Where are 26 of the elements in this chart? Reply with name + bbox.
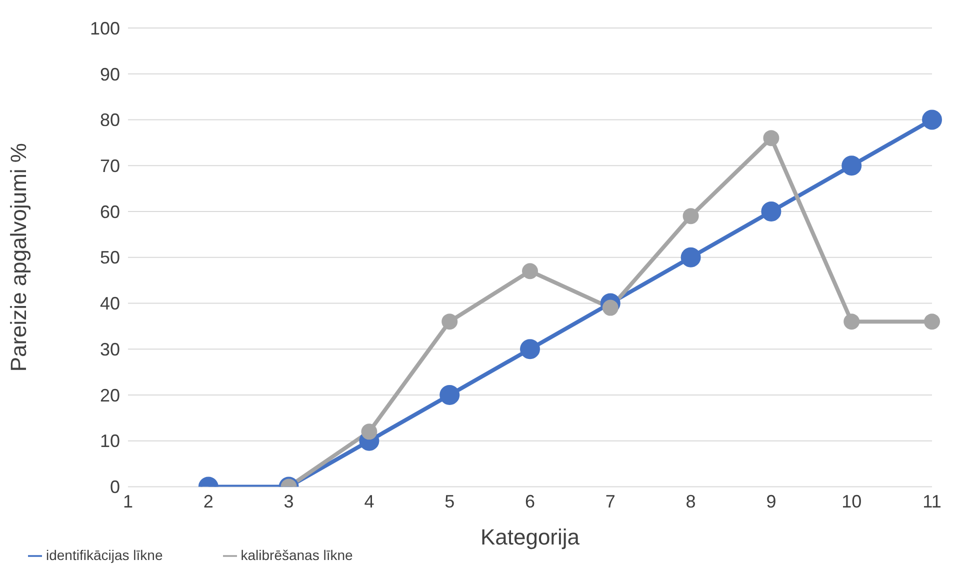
x-tick-label: 9 bbox=[766, 491, 776, 512]
y-tick-label: 80 bbox=[100, 110, 120, 130]
x-tick-label: 1 bbox=[122, 491, 134, 512]
y-tick-label: 70 bbox=[100, 156, 120, 176]
x-tick-label: 11 bbox=[922, 491, 942, 512]
y-tick-label: 0 bbox=[110, 477, 120, 498]
x-tick-label: 2 bbox=[203, 491, 214, 512]
y-tick-label: 30 bbox=[100, 339, 120, 360]
x-tick-label: 4 bbox=[364, 491, 374, 512]
y-tick-label: 50 bbox=[100, 248, 120, 268]
y-tick-label: 20 bbox=[100, 385, 120, 406]
x-tick-label: 3 bbox=[284, 491, 294, 512]
x-tick-label: 10 bbox=[842, 491, 862, 512]
y-tick-label: 10 bbox=[100, 431, 120, 452]
y-tick-label: 90 bbox=[100, 64, 120, 84]
x-axis-title: Kategorija bbox=[480, 524, 580, 550]
y-tick-label: 60 bbox=[100, 202, 120, 222]
x-tick-label: 7 bbox=[605, 491, 616, 512]
legend-label: kalibrēšanas līkne bbox=[240, 546, 353, 563]
legend-label: identifikācijas līkne bbox=[46, 546, 163, 563]
x-tick-label: 5 bbox=[444, 491, 455, 512]
y-axis-title: Pareizie apgalvojumi % bbox=[6, 143, 31, 372]
x-tick-label: 6 bbox=[524, 491, 536, 512]
y-tick-label: 40 bbox=[100, 294, 120, 314]
y-tick-label: 100 bbox=[90, 18, 120, 38]
x-tick-label: 8 bbox=[686, 491, 696, 512]
